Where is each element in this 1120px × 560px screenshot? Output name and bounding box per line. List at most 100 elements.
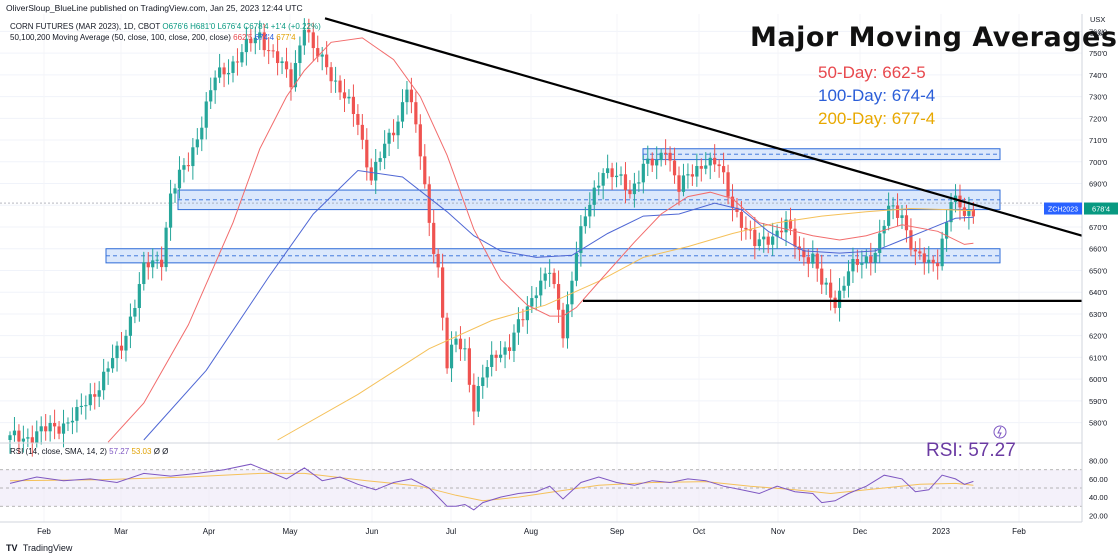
candle-body (307, 29, 311, 33)
candle-body (820, 268, 824, 285)
candle-body (699, 166, 703, 169)
candle-body (739, 211, 744, 228)
candle-body (650, 158, 654, 166)
candle-body (891, 205, 895, 207)
candle-body (512, 332, 516, 351)
candle-body (226, 72, 231, 75)
candle-body (548, 272, 552, 274)
candle-body (530, 298, 534, 307)
candle-body (177, 169, 182, 189)
candle-body (467, 348, 471, 385)
ma50-value: 662'5 (233, 33, 253, 42)
candle-body (164, 227, 168, 268)
rsi-ma-value: 53.03 (131, 447, 152, 456)
candle-body (276, 51, 280, 64)
candle-body (195, 139, 199, 148)
candle-body (124, 335, 128, 351)
candle-body (672, 160, 677, 176)
rsi-extra-2: Ø (162, 447, 169, 456)
candle-body (597, 185, 601, 188)
time-tick-label: Apr (203, 527, 216, 536)
price-tick-label: 640'0 (1089, 288, 1107, 297)
candle-body (44, 426, 48, 432)
candle-body (39, 426, 43, 432)
candle-body (927, 259, 931, 263)
publisher-line: OliverSloup_BlueLine published on Tradin… (6, 3, 303, 13)
candle-body (128, 316, 133, 336)
price-tick-label: 710'0 (1089, 136, 1107, 145)
price-tick-label: 720'0 (1089, 114, 1107, 123)
ma-legend[interactable]: 50,100,200 Moving Average (50, close, 10… (10, 33, 296, 42)
candle-body (762, 236, 766, 240)
candle-body (962, 207, 967, 216)
candle-body (632, 183, 636, 195)
candle-body (84, 405, 88, 407)
candle-body (565, 304, 570, 339)
candle-body (855, 259, 859, 265)
price-tick-label: 580'0 (1089, 419, 1107, 428)
candle-body (302, 29, 306, 46)
time-tick-label: Jun (366, 527, 379, 536)
candle-body (231, 61, 235, 73)
rsi-extra-1: Ø (153, 447, 160, 456)
candle-body (218, 67, 222, 78)
candle-body (325, 54, 329, 68)
candle-body (659, 152, 663, 161)
candle-body (922, 253, 926, 263)
candle-body (717, 164, 721, 167)
ma50-label: 50-Day: 662-5 (818, 63, 926, 82)
time-tick-label: Oct (693, 527, 706, 536)
candle-body (244, 38, 248, 53)
candle-body (209, 90, 213, 102)
candle-body (146, 262, 150, 268)
candle-body (779, 230, 784, 233)
rsi-ma-line (9, 472, 974, 502)
candle-body (441, 267, 445, 318)
candle-body (936, 263, 940, 267)
candle-body (726, 172, 730, 197)
lightning-icon (993, 425, 1007, 439)
moving-average-lines (107, 37, 974, 443)
price-tick-label: 650'0 (1089, 266, 1107, 275)
rsi-legend[interactable]: RSI (14, close, SMA, 14, 2) 57.27 53.03 … (10, 447, 168, 456)
candle-body (895, 205, 900, 218)
footer-brand[interactable]: TV TradingView (6, 543, 72, 553)
candle-body (686, 174, 690, 176)
symbol-legend[interactable]: CORN FUTURES (MAR 2023), 1D, CBOT O676'6… (10, 22, 321, 31)
price-tick-label: 620'0 (1089, 332, 1107, 341)
candle-body (878, 233, 882, 253)
candle-body (240, 52, 244, 63)
last-price-tag (1084, 202, 1118, 215)
candle-body (499, 354, 503, 358)
tradingview-logo-icon: TV (6, 543, 18, 553)
candle-body (351, 96, 356, 115)
candle-body (423, 156, 427, 185)
candle-body (837, 290, 842, 308)
ma100-line (143, 169, 974, 441)
price-tick-label: 750'0 (1089, 49, 1107, 58)
trend-lines (324, 17, 1083, 302)
candle-body (445, 317, 449, 369)
candle-body (748, 229, 752, 231)
candle-body (106, 368, 110, 372)
candle-body (53, 422, 57, 427)
candle-body (356, 114, 360, 125)
candle-body (396, 121, 400, 136)
candle-body (284, 61, 289, 70)
candle-body (949, 202, 953, 223)
candle-body (753, 229, 757, 247)
last-price-label: 678'4 (1092, 205, 1110, 214)
candle-body (472, 384, 476, 412)
candle-body (668, 152, 672, 161)
candle-body (887, 205, 891, 226)
candle-body (418, 124, 422, 157)
rsi-tick-label: 80.00 (1089, 457, 1108, 466)
candle-body (102, 371, 106, 391)
candle-body (329, 67, 333, 82)
symbol-price-tag (1044, 202, 1082, 215)
time-tick-label: Sep (610, 527, 625, 536)
candle-body (507, 347, 512, 351)
candle-body (882, 225, 886, 234)
candle-body (400, 102, 405, 122)
